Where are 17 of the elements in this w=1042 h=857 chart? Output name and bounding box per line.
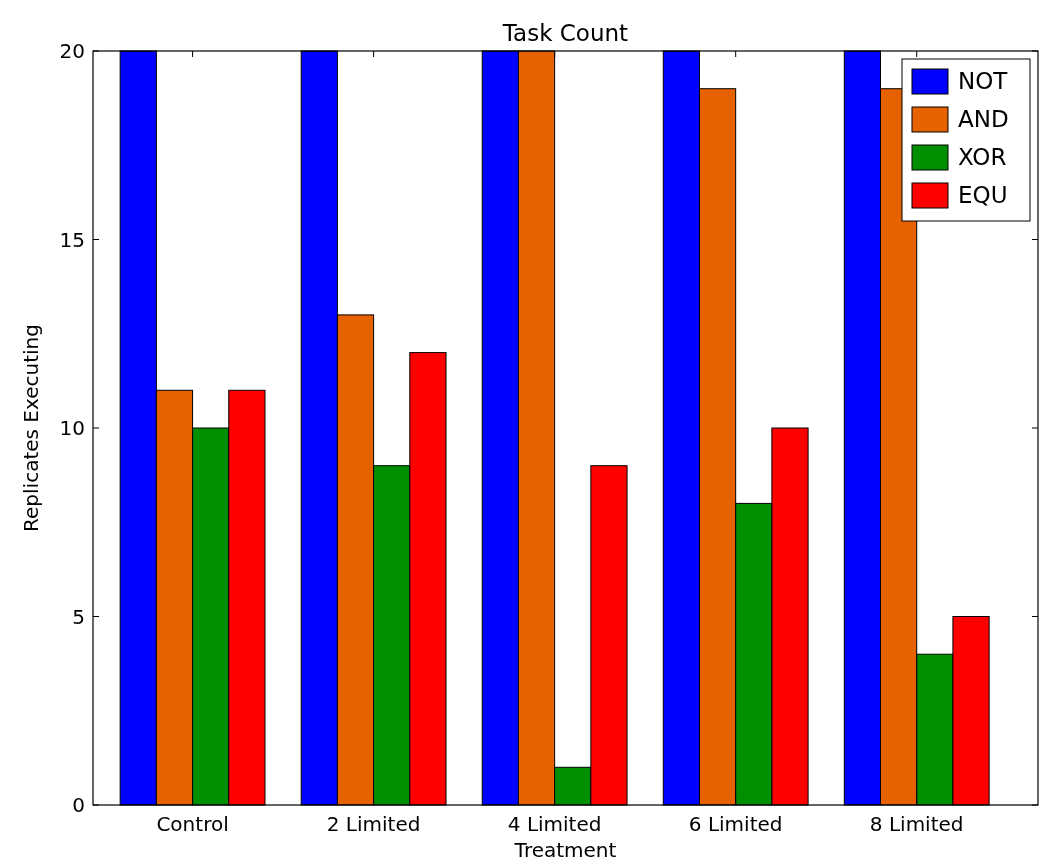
x-axis-title: Treatment bbox=[513, 838, 617, 857]
y-tick-label: 0 bbox=[72, 793, 85, 817]
x-tick-label: 8 Limited bbox=[869, 812, 964, 836]
x-tick-label: Control bbox=[156, 812, 229, 836]
legend-label: XOR bbox=[958, 144, 1007, 171]
x-tick-label: 4 Limited bbox=[507, 812, 602, 836]
legend-label: AND bbox=[958, 106, 1009, 133]
y-axis-title: Replicates Executing bbox=[19, 324, 43, 532]
x-tick-label: 6 Limited bbox=[688, 812, 783, 836]
legend-label: EQU bbox=[958, 182, 1008, 209]
y-tick-label: 10 bbox=[59, 416, 85, 440]
y-tick-label: 5 bbox=[72, 604, 85, 629]
x-tick-label: 2 Limited bbox=[326, 812, 421, 836]
chart-title: Task Count bbox=[501, 20, 629, 46]
y-tick-label: 20 bbox=[59, 39, 85, 63]
legend-label: NOT bbox=[958, 68, 1009, 95]
y-tick-label: 15 bbox=[59, 227, 85, 252]
